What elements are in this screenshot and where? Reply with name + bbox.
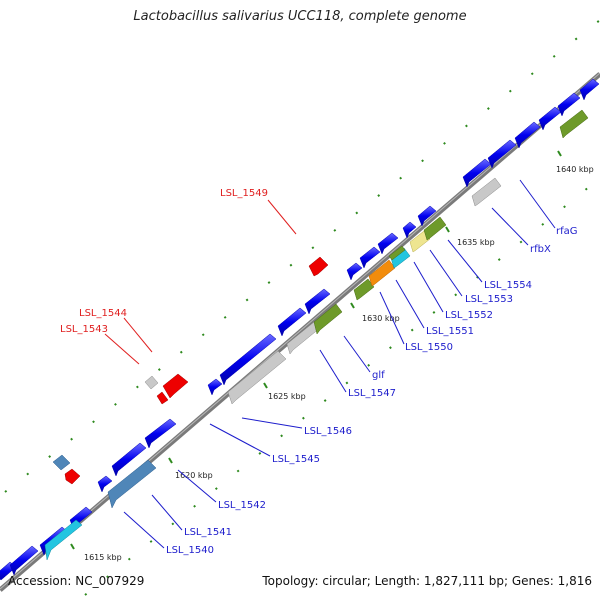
gene-feature-olive [559, 109, 589, 139]
gene-feature [557, 92, 581, 117]
map-title: Lactobacillus salivarius UCC118, complet… [133, 9, 467, 24]
gene-feature-olive [313, 303, 343, 335]
gene-feature [579, 78, 600, 101]
gene-feature [359, 246, 381, 269]
gene-feature-steelblue [52, 454, 71, 471]
accession-text: Accession: NC_007929 [8, 574, 145, 588]
gene-label: rfbX [530, 244, 551, 255]
gene-feature [346, 262, 363, 281]
gene-feature [462, 158, 492, 188]
gene-label: LSL_1551 [426, 326, 474, 337]
gene-feature-grey [286, 321, 321, 355]
tick-label-1630: 1630 kbp [362, 314, 400, 323]
gene-feature [144, 418, 177, 449]
tick-label-1640: 1640 kbp [556, 165, 594, 174]
gene-label: LSL_1545 [272, 454, 320, 465]
gene-label: LSL_1552 [445, 310, 493, 321]
tick-1635 [445, 226, 450, 233]
gene-feature [111, 442, 147, 477]
kbp-tick-labels: 1615 kbp 1620 kbp 1625 kbp 1630 kbp 1635… [84, 165, 594, 562]
gene-label: LSL_1544 [79, 308, 127, 319]
tick-label-1625: 1625 kbp [268, 392, 306, 401]
gene-feature-olive [388, 245, 406, 261]
forward-strand-genes[interactable] [0, 78, 600, 581]
gene-label: LSL_1540 [166, 545, 214, 556]
gene-feature-grey [471, 177, 502, 207]
gene-feature [277, 307, 307, 337]
gene-feature [219, 333, 277, 386]
gene-feature [402, 221, 417, 239]
reverse-strand-genes[interactable] [44, 109, 589, 561]
gene-label: LSL_1543 [60, 324, 108, 335]
gene-label: LSL_1542 [218, 500, 266, 511]
gene-label: LSL_1553 [465, 294, 513, 305]
outer-ring-genes[interactable] [52, 256, 329, 485]
gene-feature-red [64, 468, 81, 485]
gene-feature [97, 475, 113, 493]
gene-feature-grey [227, 350, 287, 405]
gene-feature-red [308, 256, 329, 277]
tick-1630 [350, 302, 355, 309]
gene-label: LSL_1550 [405, 342, 453, 353]
tick-1625 [263, 382, 268, 389]
tick-label-1620: 1620 kbp [175, 471, 213, 480]
gene-label: LSL_1549 [220, 188, 268, 199]
gene-label: LSL_1547 [348, 388, 396, 399]
gene-feature-red [156, 391, 169, 405]
label-leader-lines [104, 179, 556, 549]
gene-label: rfaG [556, 226, 578, 237]
gene-label: LSL_1554 [484, 280, 532, 291]
dotted-ring-outer [4, 19, 600, 493]
tick-label-1635: 1635 kbp [457, 238, 495, 247]
gene-feature-orange [368, 259, 396, 287]
tick-1640 [557, 150, 562, 157]
tick-1615 [70, 543, 75, 550]
gene-feature [9, 545, 39, 576]
gene-label: glf [372, 370, 385, 381]
gene-feature [207, 378, 223, 396]
gene-feature [487, 139, 517, 169]
gene-label: LSL_1541 [184, 527, 232, 538]
gene-feature-grey [144, 375, 159, 390]
kbp-ticks [70, 150, 562, 550]
gene-feature-olive [423, 216, 447, 241]
tick-1620 [168, 457, 173, 464]
gene-feature [514, 121, 541, 149]
tick-label-1615: 1615 kbp [84, 553, 122, 562]
gene-feature-steelblue [107, 459, 157, 509]
gene-feature [417, 205, 437, 227]
gene-feature-red [162, 373, 189, 399]
genome-summary-text: Topology: circular; Length: 1,827,111 bp… [262, 574, 592, 588]
gene-feature-khaki [409, 230, 431, 253]
gene-labels[interactable]: LSL_1549 LSL_1544 LSL_1543 rfaG rfbX LSL… [60, 188, 578, 556]
gene-feature-cyan [44, 519, 83, 561]
gene-feature-olive [353, 278, 375, 301]
gene-feature [304, 288, 331, 315]
gene-feature [538, 106, 562, 131]
gene-feature [377, 232, 399, 255]
genome-backbone [0, 72, 600, 592]
gene-label: LSL_1546 [304, 426, 352, 437]
